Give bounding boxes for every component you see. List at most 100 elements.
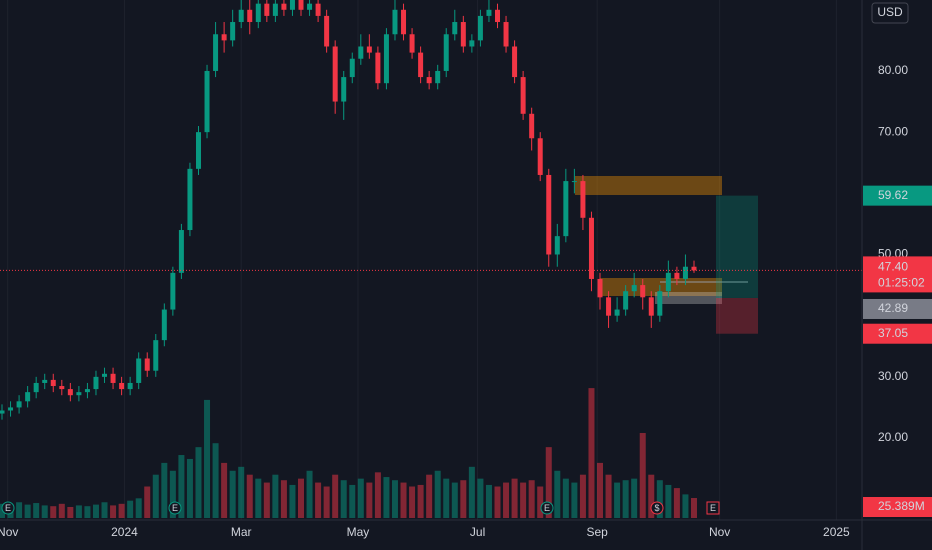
volume-bar <box>417 484 424 518</box>
x-tick-label: Mar <box>231 525 252 539</box>
candle-body <box>93 376 99 390</box>
volume-bar <box>280 480 287 518</box>
x-tick-label: Jul <box>470 525 485 539</box>
candle-body <box>315 3 321 16</box>
volume-bar <box>24 504 31 518</box>
candle-body <box>25 392 31 402</box>
y-tick-label: 30.00 <box>878 369 908 383</box>
volume-bar <box>272 474 279 518</box>
volume-bar <box>298 478 305 518</box>
candle-body <box>102 373 108 377</box>
volume-bar <box>622 480 629 518</box>
volume-bar <box>537 486 544 518</box>
event-icon[interactable] <box>706 501 720 515</box>
candle-body <box>546 174 552 255</box>
event-icon[interactable] <box>650 501 664 515</box>
volume-bar <box>477 478 484 518</box>
candle-body <box>426 77 432 84</box>
y-tick-label: 70.00 <box>878 124 908 138</box>
x-tick-label: Nov <box>0 525 18 539</box>
event-icon[interactable] <box>540 501 554 515</box>
volume-bar <box>238 466 245 518</box>
volume-label-box <box>863 497 932 517</box>
volume-bar <box>588 388 595 518</box>
volume-bar <box>186 458 193 518</box>
candle-body <box>409 34 415 53</box>
volume-bar <box>58 503 65 518</box>
x-tick-label: 2024 <box>111 525 138 539</box>
candle-body <box>443 34 449 71</box>
currency-box[interactable] <box>871 2 909 24</box>
candle-body <box>67 389 73 396</box>
volume-bar <box>562 478 569 518</box>
candle-body <box>392 9 398 35</box>
candle-body <box>349 58 355 78</box>
candle-body <box>657 291 663 316</box>
y-tick-label: 80.00 <box>878 63 908 77</box>
volume-bar <box>169 470 176 518</box>
volume-bar <box>673 488 680 518</box>
volume-bar <box>366 482 373 518</box>
volume-bar <box>443 478 450 518</box>
candle-body <box>580 181 586 218</box>
volume-bar <box>409 486 416 518</box>
candle-body <box>341 77 347 102</box>
volume-bar <box>545 447 552 518</box>
price-label: 37.05 <box>878 326 908 340</box>
volume-bar <box>571 482 578 518</box>
volume-bar <box>110 505 117 518</box>
volume-bar <box>84 506 91 518</box>
volume-bar <box>349 484 356 518</box>
candle-body <box>623 291 629 310</box>
volume-bar <box>605 474 612 518</box>
volume-bar <box>391 480 398 518</box>
candle-body <box>366 46 372 53</box>
candle-body <box>59 386 65 390</box>
volume-bar <box>656 480 663 518</box>
candle-body <box>307 3 313 10</box>
volume-bar <box>144 486 151 518</box>
countdown: 01:25:02 <box>878 276 925 290</box>
volume-bar <box>92 504 99 518</box>
volume-bar <box>204 399 211 518</box>
x-tick-label: Sep <box>586 525 608 539</box>
candle-body <box>375 52 381 84</box>
candle-body <box>33 382 39 393</box>
volume-bar <box>665 484 672 518</box>
volume-bar <box>451 482 458 518</box>
candle-body <box>332 46 338 102</box>
candle-body <box>204 70 210 133</box>
event-icon[interactable] <box>168 501 182 515</box>
candle-body <box>247 9 253 23</box>
candle-body <box>494 9 500 23</box>
volume-bar <box>135 498 142 518</box>
candle-body <box>520 77 526 114</box>
event-icon[interactable] <box>1 501 15 515</box>
volume-bar <box>639 432 646 518</box>
volume-bar <box>118 503 125 518</box>
event-label: $ <box>654 503 659 513</box>
volume-bar <box>33 503 40 518</box>
candle-body <box>503 22 509 47</box>
last-price-box <box>863 256 932 293</box>
volume-bar <box>152 474 159 518</box>
volume-bar <box>229 470 236 518</box>
x-tick-label: May <box>347 525 370 539</box>
volume-bar <box>50 506 57 518</box>
candle-body <box>187 168 193 231</box>
currency: USD <box>877 5 903 19</box>
price-label: 42.89 <box>878 301 908 315</box>
candle-body <box>289 0 295 10</box>
volume-bar <box>306 470 313 518</box>
volume-bar <box>178 455 185 518</box>
volume-bar <box>161 462 168 518</box>
volume-bar <box>597 462 604 518</box>
candle-body <box>0 410 5 414</box>
candle-body <box>42 379 48 383</box>
candle-body <box>127 382 133 390</box>
volume-bar <box>195 447 202 518</box>
volume-label: 25.389M <box>878 499 925 513</box>
candle-body <box>272 3 278 16</box>
